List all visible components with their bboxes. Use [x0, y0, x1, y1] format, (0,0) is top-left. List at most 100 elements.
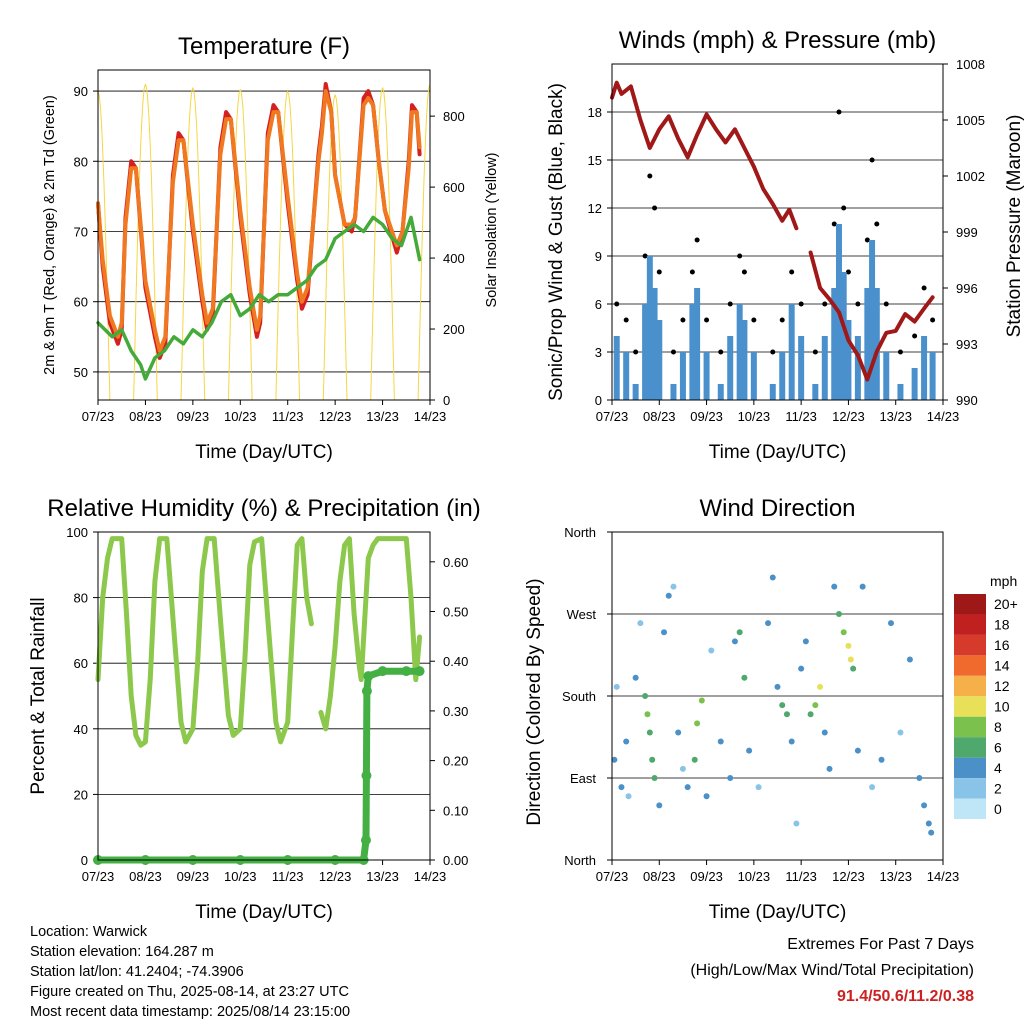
direction-point	[670, 583, 677, 590]
gust-point	[912, 333, 918, 339]
gust-point	[798, 301, 804, 307]
gust-point	[855, 301, 861, 307]
direction-point	[623, 738, 630, 745]
series-line	[96, 89, 422, 353]
colorbar-label: 4	[994, 760, 1002, 776]
colorbar-swatch	[954, 594, 986, 615]
humidity-line	[95, 536, 314, 748]
x-tick-label: 12/23	[319, 409, 352, 424]
y-tick-label: 20	[74, 787, 88, 802]
gust-point	[680, 317, 686, 323]
x-tick-label: 13/23	[366, 869, 399, 884]
plot-border	[611, 63, 944, 401]
colorbar-label: 8	[994, 719, 1002, 735]
precip-point	[401, 666, 412, 677]
direction-point	[731, 638, 738, 645]
x-tick-label: 13/23	[366, 409, 399, 424]
direction-point	[675, 729, 682, 736]
y-tick-label: North	[564, 525, 596, 540]
direction-point	[656, 802, 663, 809]
y-tick-label: 60	[74, 656, 88, 671]
direction-point	[708, 647, 715, 654]
direction-point	[746, 747, 753, 754]
humidity-line	[318, 536, 423, 732]
direction-point	[703, 793, 710, 800]
pressure-line	[610, 80, 799, 231]
gust-point	[897, 349, 903, 355]
precip-point	[360, 835, 371, 846]
y-tick-label: 90	[74, 84, 88, 99]
gust-point	[883, 301, 889, 307]
temperature-panel: Temperature (F) 07/23 08/23 09/23 10/23 11/23…	[42, 33, 500, 463]
direction-point	[850, 665, 857, 672]
gust-point	[633, 349, 639, 355]
direction-point	[783, 711, 790, 718]
x-tick-label: 11/23	[785, 869, 817, 884]
colorbar-label: 6	[994, 739, 1002, 755]
y-tick-label: 6	[595, 297, 602, 312]
info-location: Location: Warwick	[30, 924, 148, 940]
gust-point	[642, 253, 648, 259]
y-axis-label: Percent & Total Rainfall	[28, 597, 49, 794]
direction-point	[831, 583, 838, 590]
x-tick-label: 11/23	[272, 869, 304, 884]
y2-tick-label: 0.30	[443, 704, 468, 719]
y2-tick-label: 400	[443, 251, 465, 266]
x-tick-label: 09/23	[177, 869, 210, 884]
gust-point	[656, 269, 662, 275]
direction-point	[611, 756, 618, 763]
gust-point	[737, 253, 743, 259]
winds-pressure-panel: Winds (mph) & Pressure (mb) 07/23 08/23 09/…	[546, 27, 1024, 463]
direction-point	[878, 756, 885, 763]
gust-point	[751, 317, 757, 323]
direction-point	[679, 765, 686, 772]
direction-point	[661, 629, 668, 636]
x-tick-label: 08/23	[129, 409, 162, 424]
direction-point	[684, 784, 691, 791]
y2-tick-label: 600	[443, 180, 465, 195]
x-tick-label: 14/23	[927, 409, 960, 424]
direction-point	[921, 802, 928, 809]
colorbar-label: 0	[994, 801, 1002, 817]
y2-tick-label: 1005	[956, 113, 985, 128]
direction-point	[928, 829, 935, 836]
y2-tick-label: 999	[956, 225, 978, 240]
direction-point	[897, 729, 904, 736]
y-axis-label: Sonic/Prop Wind & Gust (Blue, Black)	[546, 83, 567, 401]
y2-tick-label: 0.00	[443, 853, 468, 868]
y2-tick-label: 0.20	[443, 754, 468, 769]
direction-point	[625, 793, 632, 800]
colorbar-swatch	[954, 778, 986, 799]
x-tick-label: 07/23	[82, 409, 115, 424]
direction-point	[646, 729, 653, 736]
precip-point	[414, 666, 425, 677]
y-tick-label: 3	[595, 345, 602, 360]
series-line	[96, 215, 422, 381]
colorbar-label: 20+	[994, 596, 1018, 612]
direction-point	[840, 629, 847, 636]
colorbar-unit: mph	[990, 573, 1017, 589]
chart-title: Wind Direction	[699, 495, 855, 522]
y2-axis-label: Solar Insolation (Yellow)	[484, 152, 500, 307]
colorbar-swatch	[954, 614, 986, 635]
gust-point	[864, 237, 870, 243]
x-tick-label: 08/23	[643, 869, 676, 884]
direction-point	[774, 683, 781, 690]
direction-point	[765, 620, 772, 627]
direction-point	[755, 784, 762, 791]
y-tick-label: 0	[595, 393, 602, 408]
pressure-line	[808, 250, 935, 382]
precip-point	[363, 671, 374, 682]
y-tick-label: 40	[74, 722, 88, 737]
y-tick-label: North	[564, 853, 596, 868]
y2-tick-label: 0.10	[443, 803, 468, 818]
direction-point	[698, 697, 705, 704]
colorbar-swatch	[954, 675, 986, 697]
colorbar-swatch	[954, 737, 986, 758]
direction-point	[835, 611, 842, 617]
x-tick-label: 14/23	[927, 869, 960, 884]
y-tick-label: 9	[595, 249, 602, 264]
colorbar-label: 18	[994, 617, 1010, 633]
direction-point	[859, 583, 866, 590]
chart-title: Winds (mph) & Pressure (mb)	[619, 27, 936, 54]
